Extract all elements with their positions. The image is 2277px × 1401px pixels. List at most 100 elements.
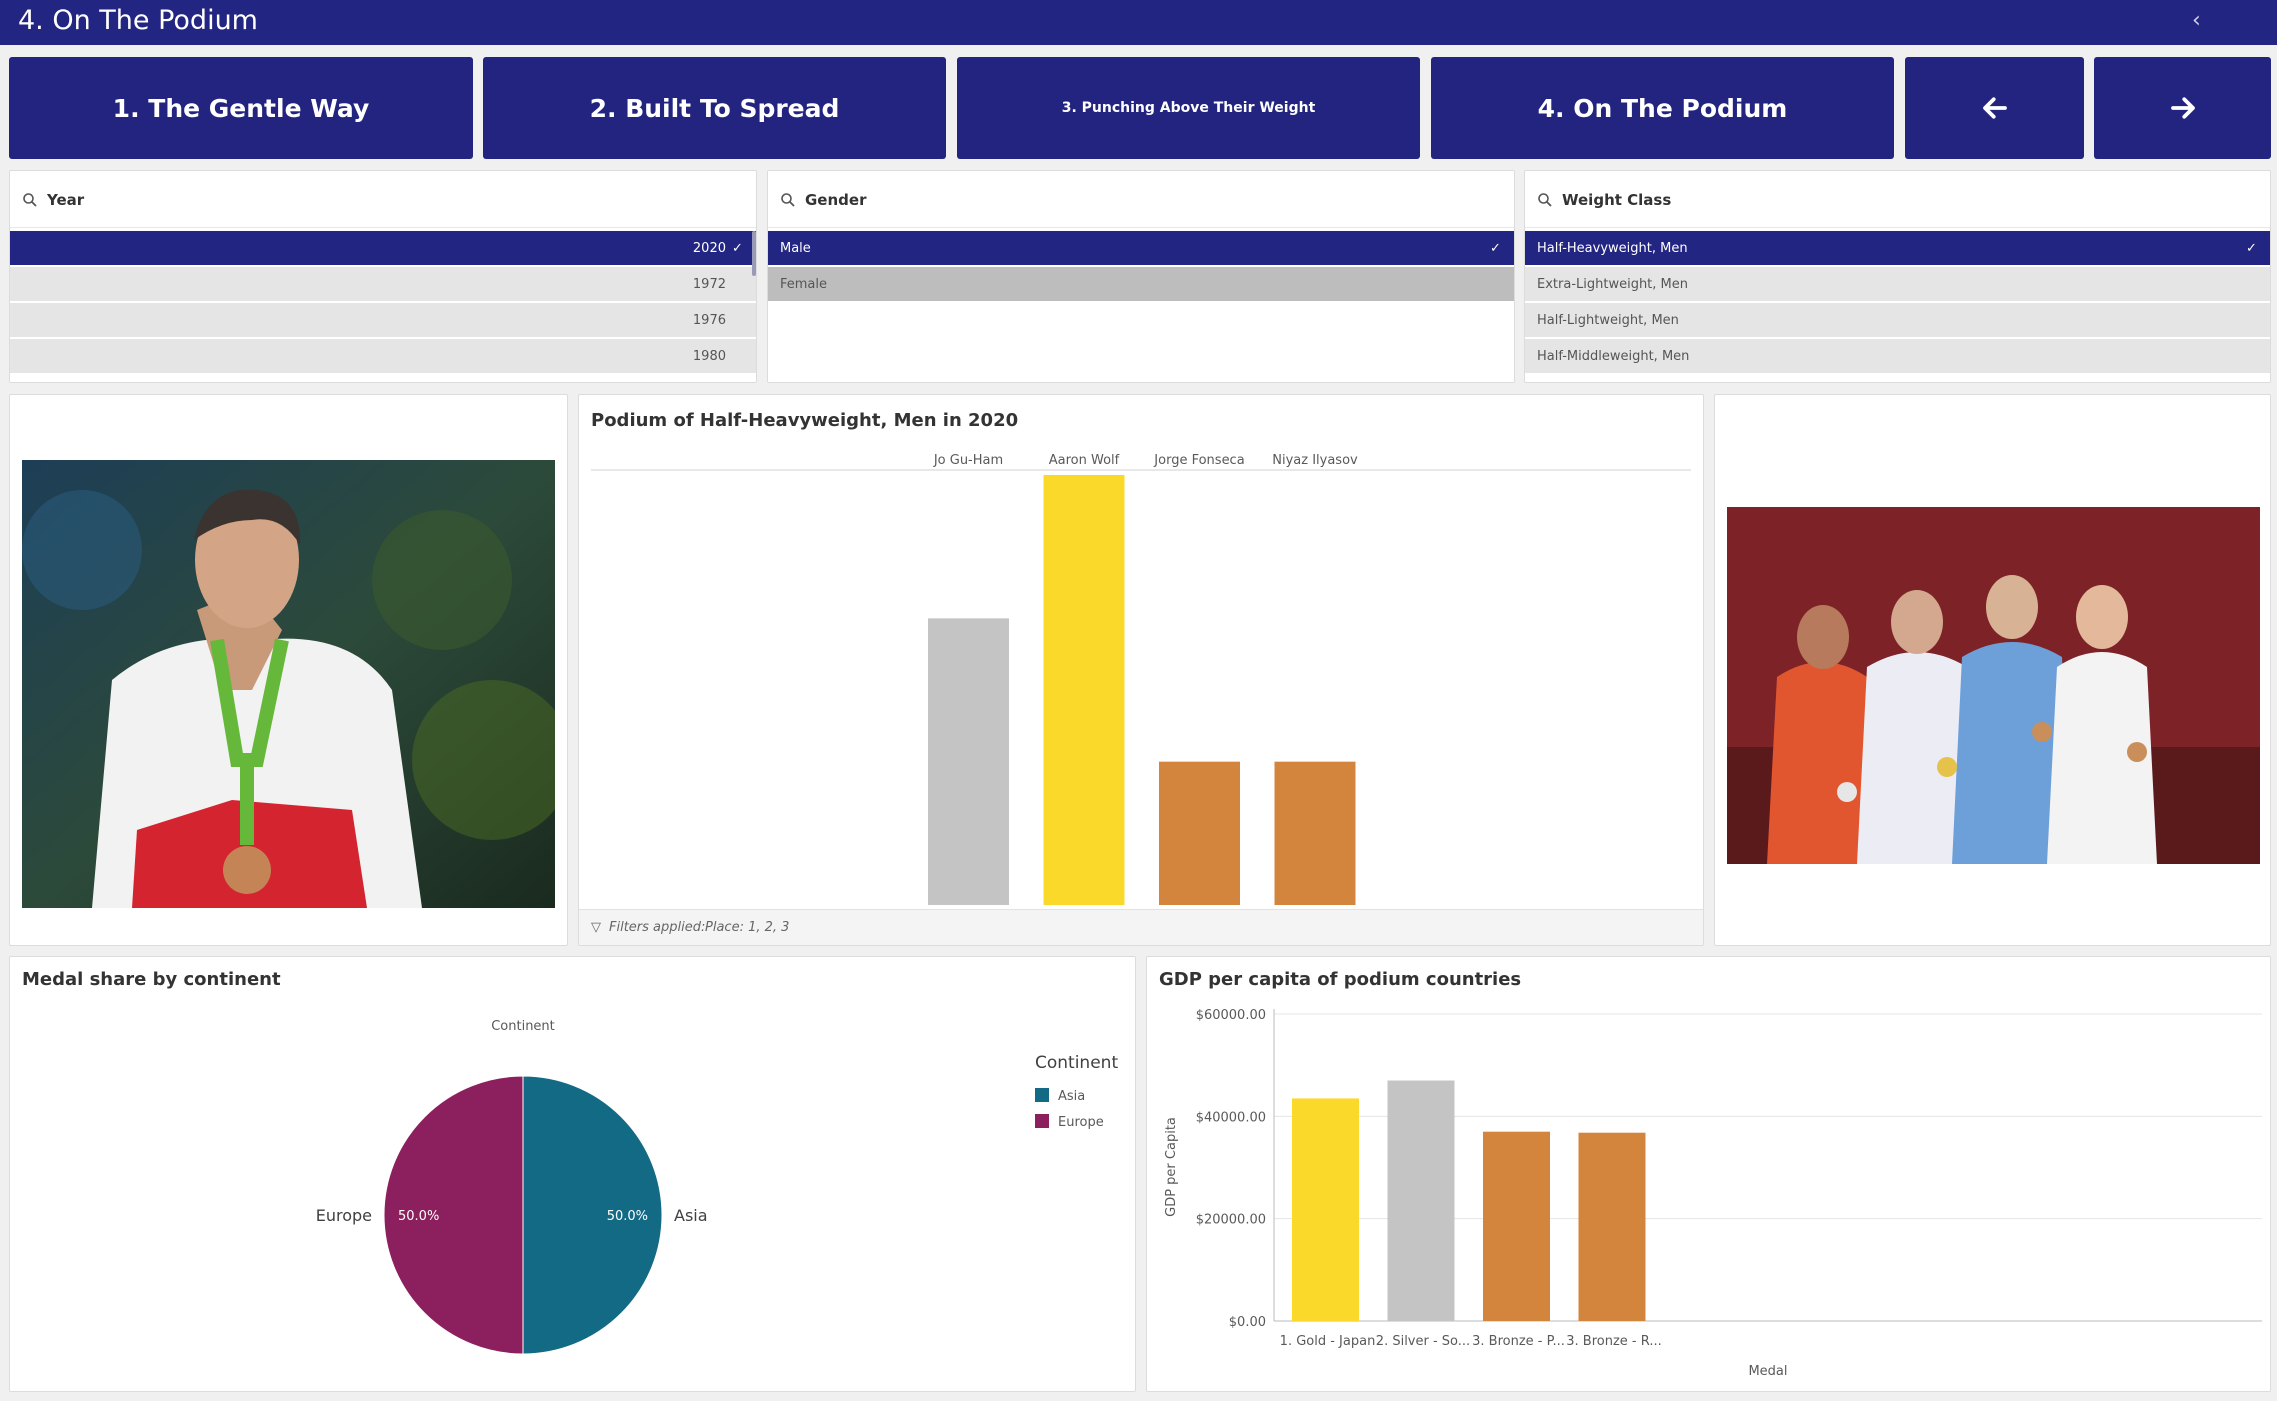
gdp-bar[interactable] — [1578, 1132, 1646, 1321]
y-tick-label: $0.00 — [1229, 1315, 1266, 1330]
nav-button-built-to-spread[interactable]: 2. Built To Spread — [483, 57, 946, 159]
pie-slice-asia[interactable] — [522, 1075, 663, 1355]
year-filter-header[interactable]: Year — [10, 171, 756, 228]
weight-item-extra-lightweight[interactable]: Extra-Lightweight, Men — [1525, 267, 2270, 302]
pie-subtitle: Continent — [491, 1019, 555, 1034]
chart-title: Medal share by continent — [22, 969, 281, 990]
gender-item-male[interactable]: Male ✓ — [768, 231, 1514, 266]
app-header: 4. On The Podium ‹ — [0, 0, 2277, 45]
gdp-bar[interactable] — [1387, 1080, 1455, 1321]
search-icon — [781, 193, 795, 207]
weight-item-half-middleweight[interactable]: Half-Middleweight, Men — [1525, 339, 2270, 374]
athlete-label: Jo Gu-Ham — [933, 453, 1003, 468]
athlete-photo-panel — [9, 394, 568, 946]
filter-label: Year — [47, 191, 85, 209]
next-sheet-button[interactable] — [2094, 57, 2271, 159]
nav-button-on-the-podium[interactable]: 4. On The Podium — [1431, 57, 1894, 159]
filters-applied-bar: ▽ Filters applied: Place: 1, 2, 3 — [579, 909, 1703, 945]
list-item-label: Half-Lightweight, Men — [1537, 312, 1679, 328]
weight-item-half-heavyweight[interactable]: Half-Heavyweight, Men ✓ — [1525, 231, 2270, 266]
check-icon: ✓ — [732, 240, 743, 256]
scrollbar[interactable] — [752, 231, 756, 276]
nav-button-label: 4. On The Podium — [1537, 93, 1788, 123]
athlete-label: Jorge Fonseca — [1153, 453, 1244, 468]
legend-title: Continent — [1035, 1053, 1118, 1073]
weight-class-filter[interactable]: Weight Class Half-Heavyweight, Men ✓ Extr… — [1524, 170, 2271, 383]
nav-button-label: 1. The Gentle Way — [112, 93, 370, 123]
search-icon — [1538, 193, 1552, 207]
chart-title: Podium of Half-Heavyweight, Men in 2020 — [591, 410, 1019, 431]
y-tick-label: $60000.00 — [1196, 1008, 1266, 1023]
podium-bar[interactable] — [928, 618, 1009, 905]
check-icon: ✓ — [1490, 240, 1501, 256]
legend-label[interactable]: Europe — [1058, 1115, 1104, 1130]
athlete-photo — [22, 460, 555, 908]
gender-filter-header[interactable]: Gender — [768, 171, 1514, 228]
gdp-bar-chart[interactable]: $0.00 $20000.00 $40000.00 $60000.00 1. Gold … — [1147, 957, 2271, 1392]
nav-button-label: 2. Built To Spread — [589, 93, 840, 123]
list-item-label: 2020 — [692, 240, 726, 256]
x-tick-label: 2. Silver - So... — [1376, 1334, 1470, 1349]
nav-button-punching-above[interactable]: 3. Punching Above Their Weight — [957, 57, 1420, 159]
pie-category-label: Europe — [316, 1206, 372, 1225]
x-tick-label: 1. Gold - Japan — [1280, 1334, 1376, 1349]
podium-chart-panel: Podium of Half-Heavyweight, Men in 2020 … — [578, 394, 1704, 946]
y-tick-label: $40000.00 — [1196, 1110, 1266, 1125]
podium-bar-chart[interactable]: Jo Gu-Ham Aaron Wolf Jorge Fonseca Niyaz Il… — [579, 395, 1704, 910]
podium-bar[interactable] — [1159, 761, 1240, 905]
arrow-left-icon — [1982, 97, 2007, 119]
podium-photo — [1727, 507, 2260, 864]
podium-photo-panel — [1714, 394, 2271, 946]
filter-label: Gender — [805, 191, 867, 209]
legend-label[interactable]: Asia — [1058, 1089, 1085, 1104]
x-axis-title: Medal — [1748, 1364, 1787, 1379]
pie-slice-europe[interactable] — [383, 1075, 524, 1355]
legend-swatch — [1035, 1114, 1049, 1128]
gender-filter[interactable]: Gender Male ✓ Female — [767, 170, 1515, 383]
filter-icon: ▽ — [591, 920, 601, 935]
arrow-right-icon — [2170, 97, 2195, 119]
list-item-label: 1972 — [692, 276, 726, 292]
athlete-label: Niyaz Ilyasov — [1272, 453, 1358, 468]
chart-title: GDP per capita of podium countries — [1159, 969, 1522, 990]
search-icon — [23, 193, 37, 207]
athlete-label: Aaron Wolf — [1049, 453, 1120, 468]
podium-bar[interactable] — [1043, 475, 1125, 905]
nav-button-gentle-way[interactable]: 1. The Gentle Way — [9, 57, 473, 159]
year-item-2020[interactable]: 2020 ✓ — [10, 231, 756, 266]
year-item-1980[interactable]: 1980 — [10, 339, 756, 374]
weight-item-half-lightweight[interactable]: Half-Lightweight, Men — [1525, 303, 2270, 338]
filters-applied-value: Place: 1, 2, 3 — [705, 920, 790, 935]
list-item-label: Extra-Lightweight, Men — [1537, 276, 1688, 292]
filters-applied-label: Filters applied: — [609, 920, 706, 935]
page-title: 4. On The Podium — [18, 5, 258, 36]
medal-share-pie-chart[interactable]: Continent 50.0% Asia 50.0% Europe Continent As… — [10, 957, 1136, 1392]
pie-category-label: Asia — [674, 1206, 708, 1225]
podium-bar[interactable] — [1274, 761, 1356, 905]
nav-button-label: 3. Punching Above Their Weight — [1061, 100, 1316, 116]
previous-sheet-button[interactable] — [1905, 57, 2084, 159]
weight-class-filter-header[interactable]: Weight Class — [1525, 171, 2270, 228]
y-tick-label: $20000.00 — [1196, 1213, 1266, 1228]
gdp-chart-panel: GDP per capita of podium countries $0.00… — [1146, 956, 2271, 1392]
legend-swatch — [1035, 1088, 1049, 1102]
gdp-bar[interactable] — [1292, 1098, 1359, 1321]
year-filter[interactable]: Year 2020 ✓ 1972 1976 1980 — [9, 170, 757, 383]
list-item-label: Half-Heavyweight, Men — [1537, 240, 1688, 256]
list-item-label: Half-Middleweight, Men — [1537, 348, 1690, 364]
pie-value-label: 50.0% — [607, 1209, 648, 1224]
year-item-1972[interactable]: 1972 — [10, 267, 756, 302]
list-item-label: Female — [780, 276, 828, 292]
year-item-1976[interactable]: 1976 — [10, 303, 756, 338]
x-tick-label: 3. Bronze - P... — [1472, 1334, 1565, 1349]
list-item-label: 1976 — [692, 312, 726, 328]
list-item-label: Male — [780, 240, 811, 256]
gdp-bar[interactable] — [1483, 1131, 1550, 1321]
check-icon: ✓ — [2246, 240, 2257, 256]
list-item-label: 1980 — [692, 348, 726, 364]
filter-label: Weight Class — [1562, 191, 1672, 209]
y-axis-title: GDP per Capita — [1164, 1117, 1179, 1217]
chevron-left-icon[interactable]: ‹ — [2192, 8, 2201, 33]
gender-item-female[interactable]: Female — [768, 267, 1514, 302]
x-tick-label: 3. Bronze - R... — [1566, 1334, 1661, 1349]
